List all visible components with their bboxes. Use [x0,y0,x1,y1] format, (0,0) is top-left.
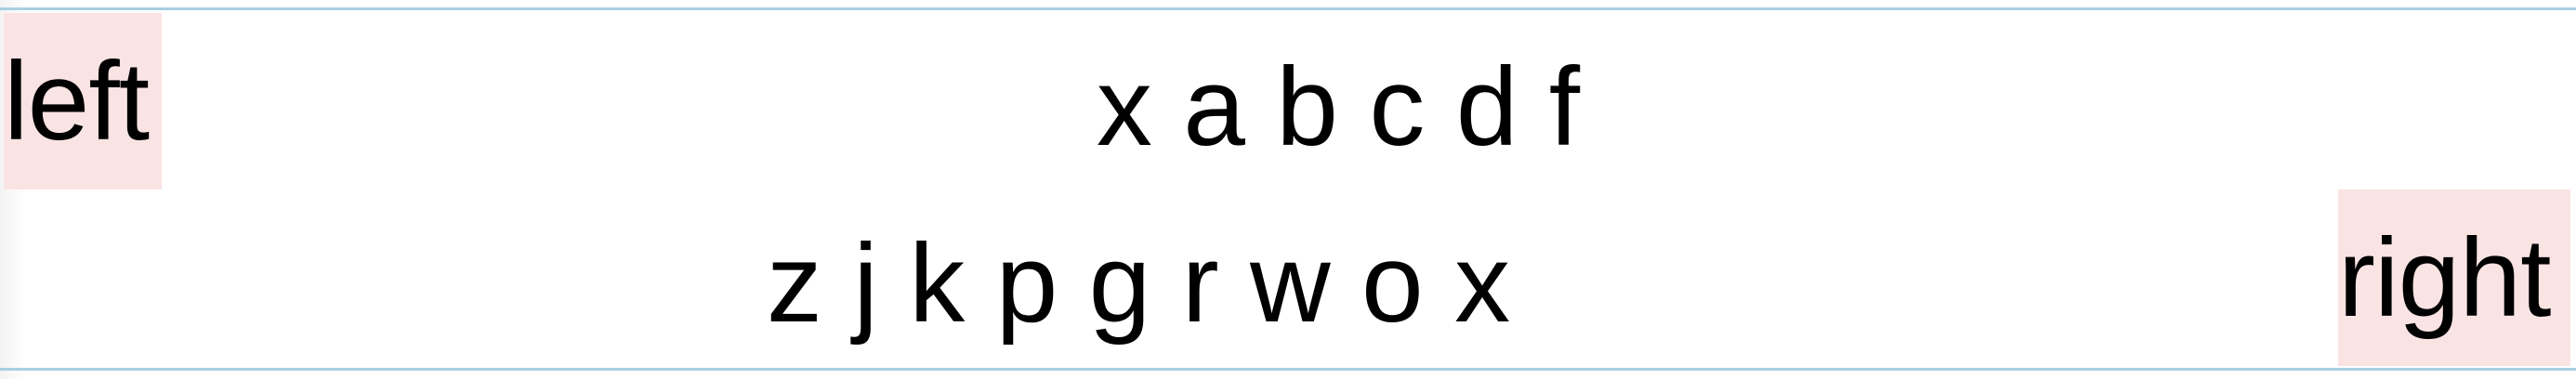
float-left-box: left [4,13,162,190]
bottom-rule [0,368,2576,371]
top-rule [0,7,2576,10]
float-right-label: right [2338,216,2551,340]
float-left-label: left [4,39,150,163]
text-line-1-content: x a b c d f [1096,45,1581,169]
text-line-2-content: z j k p g r w o x [766,221,1511,346]
text-line-1: x a b c d f [0,19,2576,195]
float-right-box: right [2338,190,2570,366]
text-line-2: z j k p g r w o x [0,195,2576,372]
